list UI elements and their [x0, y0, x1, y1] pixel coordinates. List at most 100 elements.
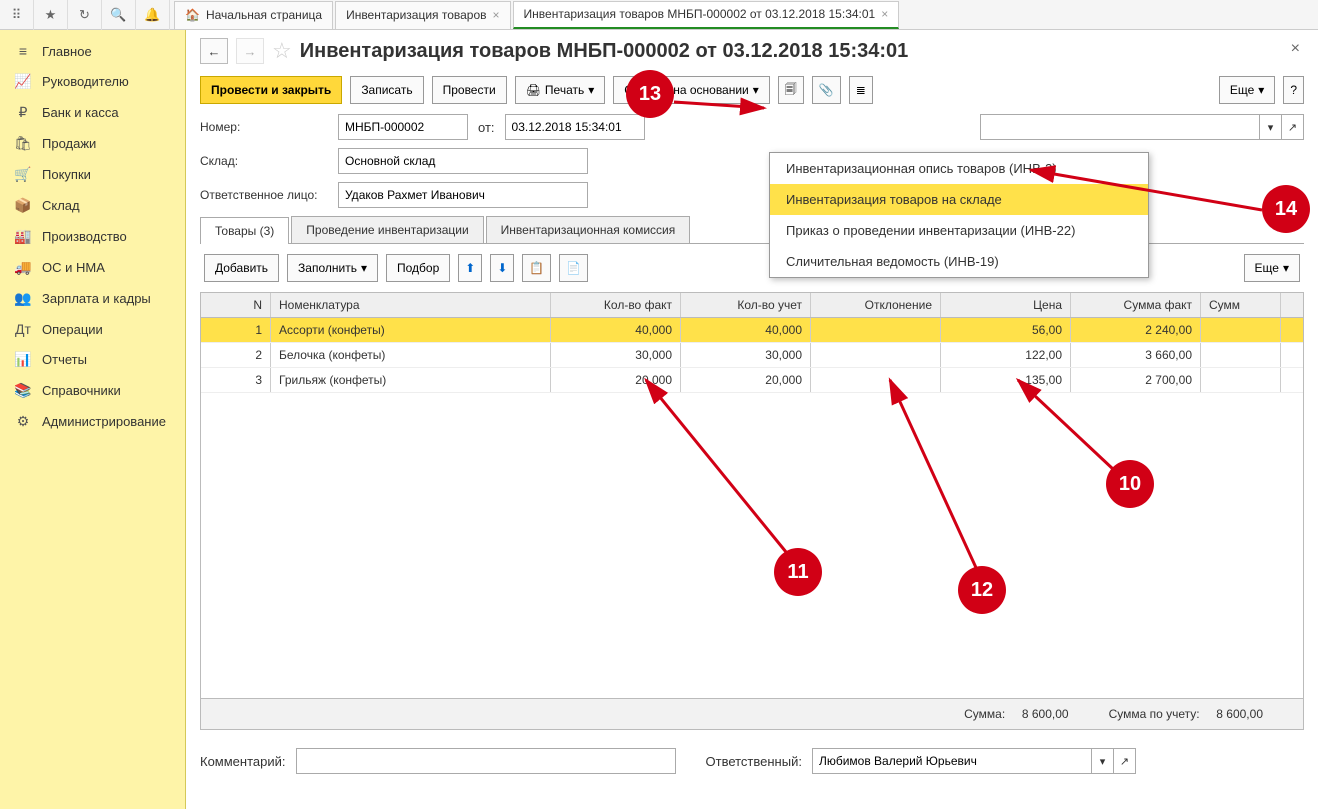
col-otk[interactable]: Отклонение	[811, 293, 941, 317]
sidebar-item[interactable]: ₽ Банк и касса	[0, 97, 185, 128]
col-summ[interactable]: Сумм	[1201, 293, 1281, 317]
detail-tab[interactable]: Проведение инвентаризации	[291, 216, 483, 243]
pick-button[interactable]: Подбор	[386, 254, 450, 282]
number-input[interactable]	[338, 114, 468, 140]
tab-item[interactable]: 🏠 Начальная страница	[174, 1, 333, 29]
favorites-icon[interactable]: ★	[34, 0, 68, 30]
report-button[interactable]: ≣	[849, 76, 873, 104]
sidebar-item[interactable]: 🚚ОС и НМА	[0, 252, 185, 283]
number-row: Номер: от: ▾ ↗	[200, 114, 1304, 140]
sidebar-item[interactable]: 👥Зарплата и кадры	[0, 283, 185, 314]
sidebar-item[interactable]: 📦Склад	[0, 190, 185, 221]
history-icon[interactable]: ↻	[68, 0, 102, 30]
cell-fact: 30,000	[551, 343, 681, 367]
sidebar-label: Банк и касса	[42, 105, 119, 120]
sidebar-icon: 🏭	[14, 228, 32, 245]
resp-input[interactable]	[338, 182, 588, 208]
paste-button[interactable]: 📄	[559, 254, 588, 282]
sidebar-item[interactable]: 📚Справочники	[0, 375, 185, 406]
col-nom[interactable]: Номенклатура	[271, 293, 551, 317]
move-down-button[interactable]: ⬇	[490, 254, 514, 282]
org-open-icon[interactable]: ↗	[1282, 114, 1304, 140]
tab-item[interactable]: Инвентаризация товаров МНБП-000002 от 03…	[513, 1, 900, 29]
comment-input[interactable]	[296, 748, 676, 774]
cell-sumf: 3 660,00	[1071, 343, 1201, 367]
sidebar-item[interactable]: 📊Отчеты	[0, 344, 185, 375]
print-button[interactable]: 🖨 Печать ▾	[515, 76, 606, 104]
post-and-close-button[interactable]: Провести и закрыть	[200, 76, 342, 104]
add-button[interactable]: Добавить	[204, 254, 279, 282]
table-row[interactable]: 1Ассорти (конфеты)40,00040,00056,002 240…	[201, 318, 1303, 343]
help-button[interactable]: ?	[1283, 76, 1304, 104]
move-up-button[interactable]: ⬆	[458, 254, 482, 282]
dropdown-item[interactable]: Инвентаризационная опись товаров (ИНВ-3)	[770, 153, 1148, 184]
copy-button[interactable]: 📋	[522, 254, 551, 282]
cell-n: 1	[201, 318, 271, 342]
forward-button[interactable]: →	[236, 38, 264, 64]
star-icon[interactable]: ☆	[272, 38, 292, 64]
tab-close-icon[interactable]: ×	[493, 8, 500, 22]
fill-button[interactable]: Заполнить ▾	[287, 254, 378, 282]
more-button[interactable]: Еще ▾	[1219, 76, 1275, 104]
close-icon[interactable]: ×	[1291, 40, 1300, 58]
apps-icon[interactable]: ⠿	[0, 0, 34, 30]
detail-tab[interactable]: Товары (3)	[200, 217, 289, 244]
sidebar-label: Главное	[42, 44, 92, 59]
col-uch[interactable]: Кол-во учет	[681, 293, 811, 317]
sidebar-item[interactable]: 🏭 Производство	[0, 221, 185, 252]
sidebar-item[interactable]: 🛍Продажи	[0, 128, 185, 159]
more-label: Еще	[1230, 83, 1254, 97]
comment-label: Комментарий:	[200, 754, 286, 769]
cell-summ	[1201, 368, 1281, 392]
post-button[interactable]: Провести	[432, 76, 507, 104]
top-toolbar: ⠿ ★ ↻ 🔍 🔔 🏠 Начальная страницаИнвентариз…	[0, 0, 1318, 30]
notifications-icon[interactable]: 🔔	[136, 0, 170, 30]
sidebar-item[interactable]: ≡Главное	[0, 36, 185, 66]
cell-summ	[1201, 318, 1281, 342]
back-button[interactable]: ←	[200, 38, 228, 64]
search-icon[interactable]: 🔍	[102, 0, 136, 30]
col-fact[interactable]: Кол-во факт	[551, 293, 681, 317]
sidebar-label: Производство	[42, 229, 127, 244]
grid-more-label: Еще	[1255, 261, 1279, 275]
dropdown-item[interactable]: Сличительная ведомость (ИНВ-19)	[770, 246, 1148, 277]
dropdown-item[interactable]: Инвентаризация товаров на складе	[770, 184, 1148, 215]
cell-uch: 20,000	[681, 368, 811, 392]
sidebar-item[interactable]: 🛒Покупки	[0, 159, 185, 190]
sidebar-icon: ₽	[14, 104, 32, 121]
org-dropdown-icon[interactable]: ▾	[1260, 114, 1282, 140]
detail-tab[interactable]: Инвентаризационная комиссия	[486, 216, 691, 243]
col-sumf[interactable]: Сумма факт	[1071, 293, 1201, 317]
attach-button[interactable]: 📎	[812, 76, 841, 104]
col-n[interactable]: N	[201, 293, 271, 317]
write-button[interactable]: Записать	[350, 76, 423, 104]
annotation-14: 14	[1262, 185, 1310, 233]
table-row[interactable]: 2Белочка (конфеты)30,00030,000122,003 66…	[201, 343, 1303, 368]
tab-close-icon[interactable]: ×	[881, 7, 888, 21]
bottom-resp-input[interactable]	[812, 748, 1092, 774]
resp-open-icon[interactable]: ↗	[1114, 748, 1136, 774]
tab-item[interactable]: Инвентаризация товаров ×	[335, 1, 510, 29]
cell-otk	[811, 368, 941, 392]
cell-uch: 40,000	[681, 318, 811, 342]
sidebar-label: ОС и НМА	[42, 260, 105, 275]
sidebar-item[interactable]: 📈Руководителю	[0, 66, 185, 97]
org-input[interactable]	[980, 114, 1260, 140]
col-price[interactable]: Цена	[941, 293, 1071, 317]
tab-label: Инвентаризация товаров МНБП-000002 от 03…	[524, 7, 876, 21]
cell-sumf: 2 700,00	[1071, 368, 1201, 392]
sklad-input[interactable]	[338, 148, 588, 174]
sidebar-item[interactable]: ⚙Администрирование	[0, 406, 185, 437]
sidebar-item[interactable]: ДтОперации	[0, 314, 185, 344]
cell-fact: 40,000	[551, 318, 681, 342]
tab-label: Начальная страница	[206, 8, 322, 22]
table-row[interactable]: 3Грильяж (конфеты)20,00020,000135,002 70…	[201, 368, 1303, 393]
structure-button[interactable]: 🗐	[778, 76, 804, 104]
dropdown-item[interactable]: Приказ о проведении инвентаризации (ИНВ-…	[770, 215, 1148, 246]
sidebar-label: Склад	[42, 198, 80, 213]
cell-fact: 20,000	[551, 368, 681, 392]
resp-dropdown-icon[interactable]: ▾	[1092, 748, 1114, 774]
date-input[interactable]	[505, 114, 645, 140]
grid-more-button[interactable]: Еще ▾	[1244, 254, 1300, 282]
table-header: N Номенклатура Кол-во факт Кол-во учет О…	[201, 293, 1303, 318]
